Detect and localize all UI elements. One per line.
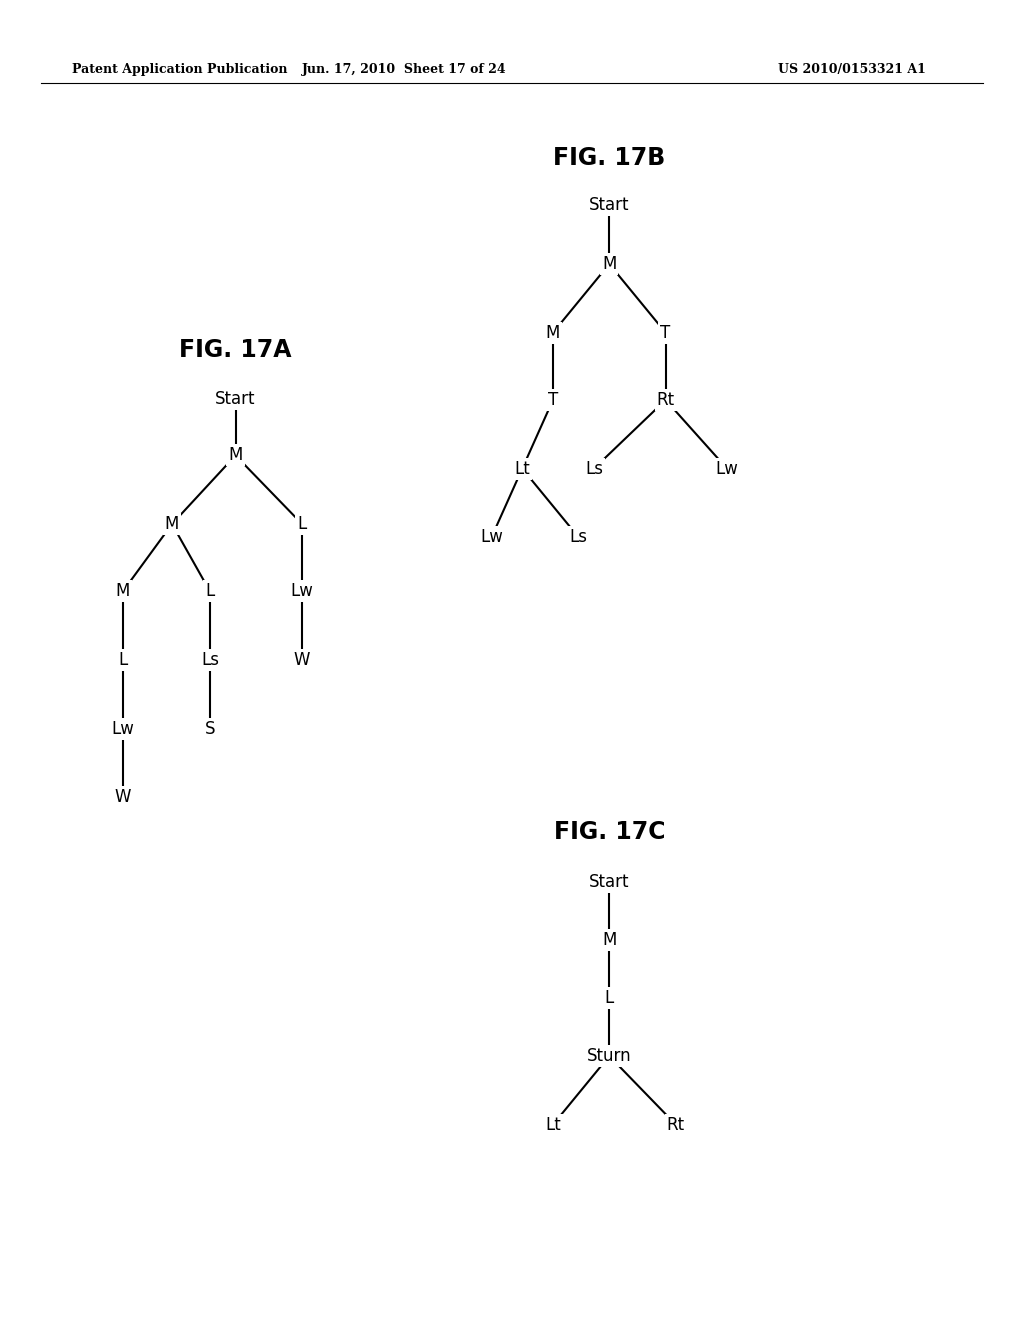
Text: Lw: Lw — [480, 528, 503, 546]
Text: Sturn: Sturn — [587, 1047, 632, 1065]
Text: L: L — [604, 989, 614, 1007]
Text: FIG. 17C: FIG. 17C — [554, 820, 665, 843]
Text: Jun. 17, 2010  Sheet 17 of 24: Jun. 17, 2010 Sheet 17 of 24 — [302, 63, 507, 77]
Text: US 2010/0153321 A1: US 2010/0153321 A1 — [778, 63, 926, 77]
Text: Lw: Lw — [716, 459, 738, 478]
Text: S: S — [205, 719, 215, 738]
Text: Start: Start — [589, 873, 630, 891]
Text: FIG. 17B: FIG. 17B — [553, 147, 666, 170]
Text: Lt: Lt — [514, 459, 530, 478]
Text: L: L — [297, 515, 307, 533]
Text: Lw: Lw — [291, 582, 313, 601]
Text: M: M — [602, 255, 616, 273]
Text: Ls: Ls — [585, 459, 603, 478]
Text: Rt: Rt — [667, 1115, 685, 1134]
Text: M: M — [602, 931, 616, 949]
Text: Lt: Lt — [545, 1115, 561, 1134]
Text: T: T — [660, 323, 671, 342]
Text: M: M — [165, 515, 179, 533]
Text: M: M — [116, 582, 130, 601]
Text: FIG. 17A: FIG. 17A — [179, 338, 292, 362]
Text: Lw: Lw — [112, 719, 134, 738]
Text: Ls: Ls — [569, 528, 588, 546]
Text: T: T — [548, 391, 558, 409]
Text: Start: Start — [215, 389, 256, 408]
Text: M: M — [228, 446, 243, 465]
Text: L: L — [205, 582, 215, 601]
Text: Ls: Ls — [201, 651, 219, 669]
Text: W: W — [115, 788, 131, 807]
Text: Patent Application Publication: Patent Application Publication — [72, 63, 287, 77]
Text: Start: Start — [589, 195, 630, 214]
Text: L: L — [118, 651, 128, 669]
Text: M: M — [546, 323, 560, 342]
Text: W: W — [294, 651, 310, 669]
Text: Rt: Rt — [656, 391, 675, 409]
